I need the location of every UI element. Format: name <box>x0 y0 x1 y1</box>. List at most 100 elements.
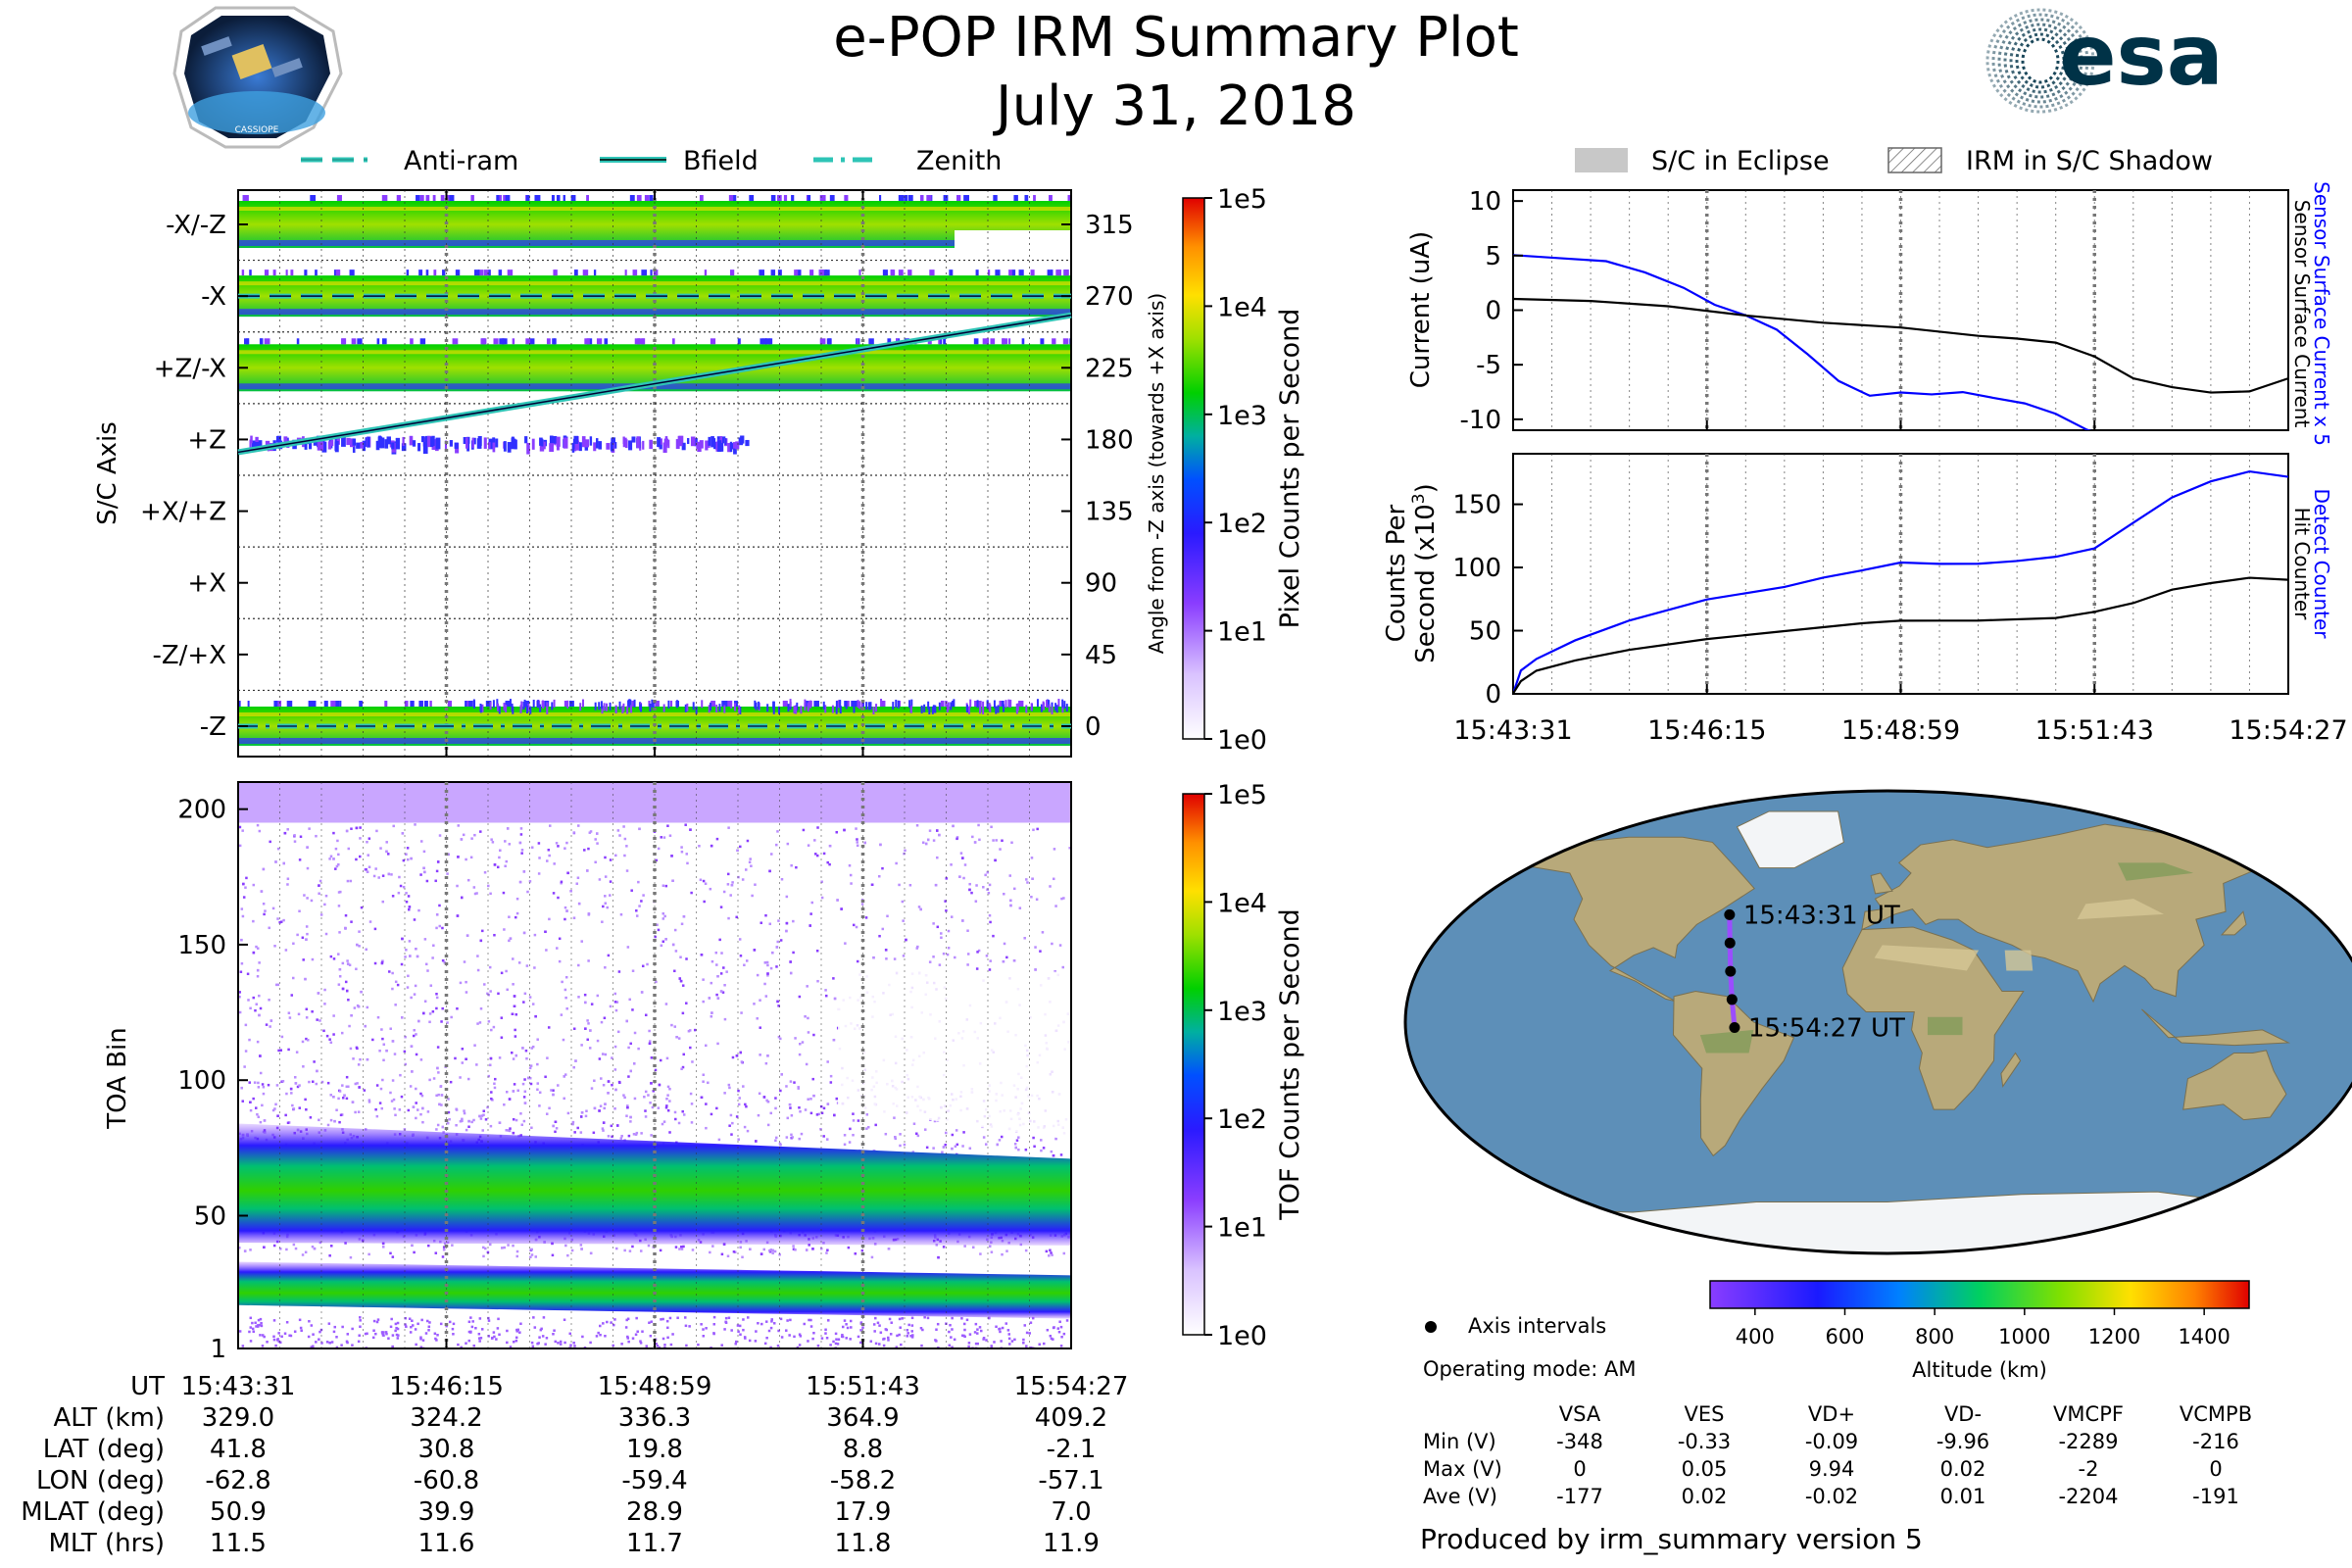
orbit-cell: 15:51:43 <box>806 1372 920 1401</box>
counter-plot: 150 100 50 0 Counts Per Second (x103) Detec… <box>1382 453 2348 746</box>
tof-colorbar-tick: 1e2 <box>1217 1104 1267 1135</box>
current-y-tick-label: 10 <box>1469 187 1501 217</box>
pixel-colorbar-tick: 1e1 <box>1217 617 1267 648</box>
current-series-blue <box>1513 254 2092 430</box>
operating-mode: Operating mode: AM <box>1423 1357 1636 1381</box>
land-mass <box>2000 1052 2022 1088</box>
orbit-cell: -60.8 <box>414 1466 479 1495</box>
land-mass <box>1870 872 1893 895</box>
orbit-cell: 39.9 <box>418 1497 475 1527</box>
orbit-cell: 11.5 <box>210 1529 267 1558</box>
voltage-cell: -348 <box>1556 1430 1603 1453</box>
pixel-y2-tick-label: 0 <box>1085 712 1102 742</box>
current-legend: S/C in Eclipse IRM in S/C Shadow <box>1575 146 2213 176</box>
altitude-colorbar: 400 600 800 1000 1200 1400 Altitude (km) <box>1709 1280 2250 1382</box>
counter-right-label-blue: Detect Counter <box>2310 489 2333 640</box>
orbit-cell: 11.8 <box>835 1529 892 1558</box>
orbit-cell: 324.2 <box>410 1403 482 1433</box>
altitude-colorbar-label: Altitude (km) <box>1912 1358 2047 1382</box>
time-tick-label: 15:43:31 <box>1453 715 1572 746</box>
voltage-table: VSA VES VD+ VD- VMCPF VCMPB Min (V) -348 -0.33 -0… <box>1423 1402 2252 1508</box>
orbit-cell: -59.4 <box>621 1466 687 1495</box>
tof-heatmap: 200 150 100 50 1 TOA Bin <box>103 781 1072 1364</box>
pixel-y-tick-label: -X <box>201 282 226 312</box>
orbit-table: UT 15:43:31 15:46:15 15:48:59 15:51:43 15:54:… <box>21 1372 1128 1558</box>
voltage-cell: -216 <box>2192 1430 2239 1453</box>
altitude-tick-label: 1400 <box>2178 1325 2230 1348</box>
orbit-cell: 28.9 <box>626 1497 683 1527</box>
land-mass <box>1736 810 1844 869</box>
voltage-cell: -191 <box>2192 1485 2239 1508</box>
voltage-cell: -9.96 <box>1936 1430 1989 1453</box>
track-point <box>1725 965 1737 977</box>
tof-colorbar-tick: 1e5 <box>1217 780 1267 810</box>
voltage-cell: 0 <box>2209 1457 2222 1481</box>
voltage-cell: 0.01 <box>1940 1485 1986 1508</box>
track-point <box>1724 937 1736 949</box>
tof-colorbar-label: TOF Counts per Second <box>1275 908 1305 1221</box>
orbit-cell: -57.1 <box>1038 1466 1103 1495</box>
orbit-cell: 409.2 <box>1035 1403 1107 1433</box>
voltage-row-label: Min (V) <box>1423 1430 1496 1453</box>
current-series-black <box>1513 297 2288 394</box>
voltage-col-header: VD+ <box>1808 1402 1855 1426</box>
orbit-cell: 8.8 <box>843 1435 883 1464</box>
pixel-y2label: Angle from -Z axis (towards +X axis) <box>1145 293 1168 654</box>
orbit-cell: 15:48:59 <box>598 1372 712 1401</box>
time-tick-label: 15:54:27 <box>2229 715 2347 746</box>
orbit-cell: 15:54:27 <box>1014 1372 1129 1401</box>
voltage-cell: 0 <box>1573 1457 1586 1481</box>
tof-y-tick-label: 200 <box>177 796 226 825</box>
land-mass <box>1506 836 1755 1003</box>
voltage-cell: -2204 <box>2058 1485 2118 1508</box>
orbit-cell: 364.9 <box>826 1403 899 1433</box>
altitude-tick-label: 400 <box>1736 1325 1775 1348</box>
pixel-heatmap: -X/-Z -X +Z/-X +Z +X/+Z +X -Z/+X -Z 315 270 225 18… <box>93 189 1168 758</box>
pixel-y2-tick-label: 90 <box>1085 569 1117 599</box>
current-y-tick-label: -5 <box>1476 351 1501 380</box>
current-right-label-black: Sensor Surface Current <box>2290 200 2314 428</box>
voltage-cell: 9.94 <box>1809 1457 1855 1481</box>
orbit-cell: 7.0 <box>1051 1497 1091 1527</box>
land-mass <box>1861 823 2294 1004</box>
tof-y-tick-label: 50 <box>194 1201 226 1231</box>
pixel-colorbar-tick: 1e4 <box>1217 292 1267 322</box>
land-mass <box>2141 1008 2291 1047</box>
footer-text: Produced by irm_summary version 5 <box>1420 1523 1923 1555</box>
legend-anti-ram: Anti-ram <box>404 146 518 176</box>
voltage-row-label: Ave (V) <box>1423 1485 1497 1508</box>
counter-ylabel-line1: Counts Per <box>1382 504 1411 642</box>
voltage-col-header: VCMPB <box>2180 1402 2252 1426</box>
orbit-row-label: MLAT (deg) <box>21 1497 165 1527</box>
orbit-row-label: MLT (hrs) <box>49 1529 166 1558</box>
voltage-col-header: VES <box>1685 1402 1725 1426</box>
land-mass <box>1673 991 1795 1157</box>
orbit-cell: 19.8 <box>626 1435 683 1464</box>
land-mass <box>2182 1050 2287 1121</box>
orbit-cell: 11.6 <box>418 1529 475 1558</box>
voltage-cell: -0.33 <box>1678 1430 1731 1453</box>
esa-logo-text: esa <box>2059 7 2224 105</box>
map-legend: Axis intervals Operating mode: AM <box>1423 1314 1636 1381</box>
voltage-cell: 0.02 <box>1682 1485 1728 1508</box>
voltage-cell: 0.02 <box>1940 1457 1986 1481</box>
pixel-colorbar-tick: 1e5 <box>1217 184 1267 215</box>
pixel-y2-tick-label: 180 <box>1085 425 1134 455</box>
pixel-colorbar-tick: 1e0 <box>1217 725 1267 756</box>
pixel-colorbar-label: Pixel Counts per Second <box>1275 309 1305 629</box>
voltage-cell: -0.09 <box>1805 1430 1858 1453</box>
orbit-row-label: LAT (deg) <box>43 1435 165 1464</box>
track-point <box>1724 908 1736 920</box>
counter-ylabel-line2: Second (x103) <box>1409 483 1441 663</box>
tof-y-tick-label: 150 <box>177 931 226 960</box>
altitude-tick-label: 1000 <box>1998 1325 2050 1348</box>
pixel-y2-tick-label: 225 <box>1085 354 1134 383</box>
legend-bfield: Bfield <box>683 146 759 176</box>
time-tick-label: 15:48:59 <box>1841 715 1960 746</box>
current-plot: 10 5 0 -5 -10 Current (uA) Sensor Surface Cu… <box>1406 181 2333 446</box>
pixel-ylabel: S/C Axis <box>93 421 122 525</box>
orbit-cell: 11.9 <box>1043 1529 1100 1558</box>
pixel-y-tick-label: +Z/-X <box>154 354 226 383</box>
mission-logo: CASSIOPE <box>172 6 343 149</box>
orbit-cell: 15:43:31 <box>181 1372 296 1401</box>
